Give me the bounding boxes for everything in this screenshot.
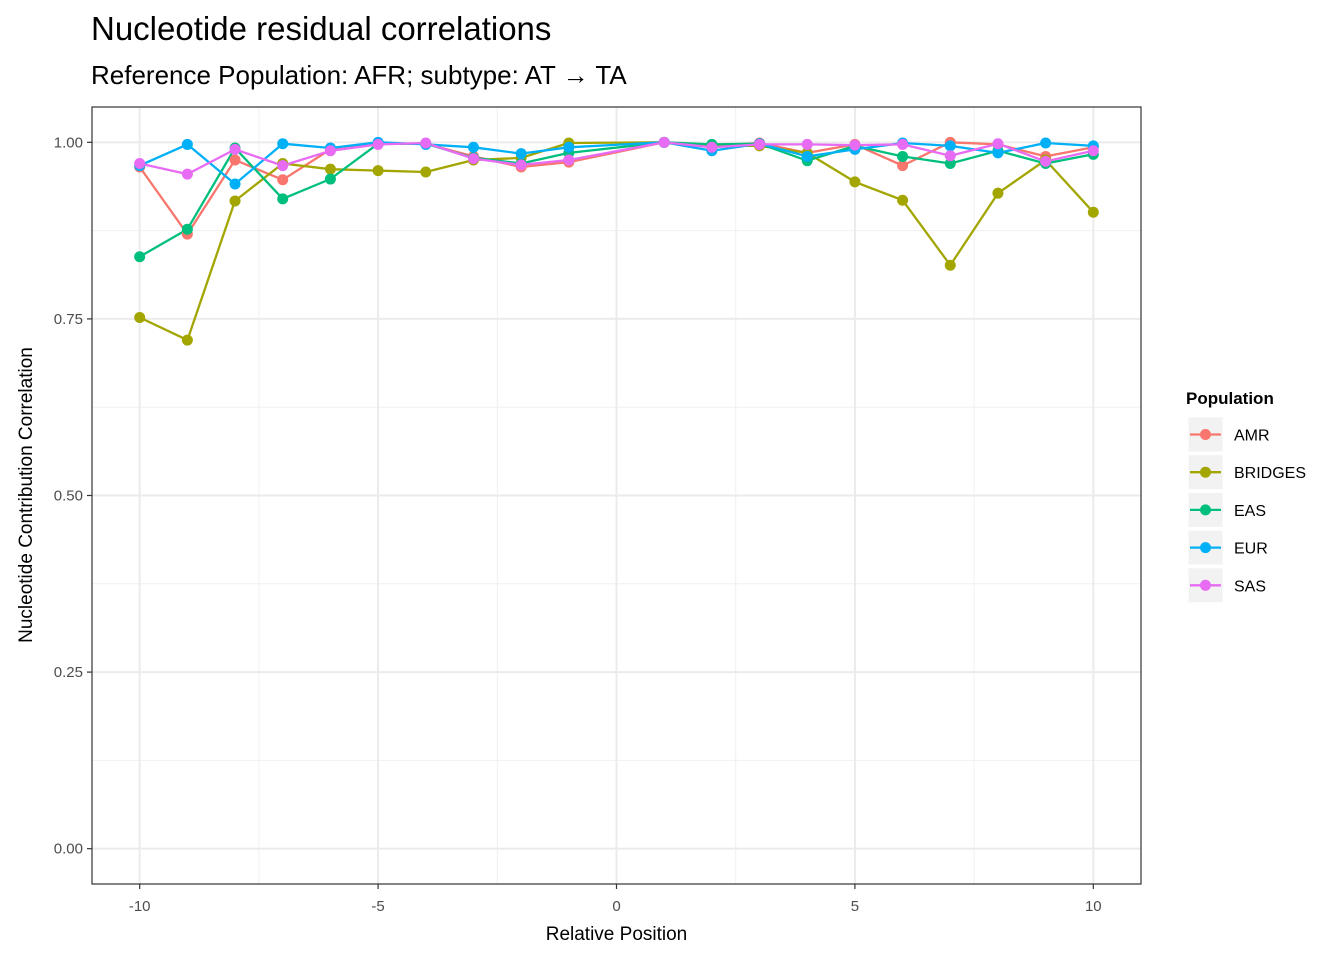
chart-title: Nucleotide residual correlations [91, 10, 551, 47]
y-tick-label: 0.50 [54, 488, 83, 505]
data-point-eur [467, 141, 479, 153]
series-line-eur [139, 141, 1094, 186]
data-point-amr [277, 174, 289, 186]
legend-label-sas: SAS [1234, 578, 1266, 595]
data-point-eur [563, 141, 575, 153]
chart-subtitle: Reference Population: AFR; subtype: AT →… [91, 60, 627, 90]
data-point-sas [467, 153, 479, 165]
data-point-bridges [324, 163, 336, 175]
data-point-sas [1040, 155, 1052, 167]
data-point-bridges [420, 166, 432, 178]
series-line-eas [139, 141, 1094, 258]
data-point-eas [324, 173, 336, 185]
data-point-sas [849, 139, 861, 151]
data-point-eur [801, 150, 813, 162]
y-tick-label: 0.00 [54, 841, 83, 858]
data-point-bridges [181, 334, 193, 346]
data-point-eas [944, 158, 956, 170]
data-point-eur [944, 140, 956, 152]
data-point-sas [897, 138, 909, 150]
data-point-sas [372, 138, 384, 150]
x-axis: -10 -5 0 5 10 [129, 884, 1102, 915]
data-point-sas [324, 145, 336, 157]
legend-items: AMR BRIDGES EAS EUR SAS [1187, 416, 1306, 604]
legend-label-eas: EAS [1234, 503, 1266, 520]
data-point-sas [992, 138, 1004, 150]
legend-key-point-bridges [1200, 466, 1211, 478]
data-point-sas [229, 143, 241, 155]
legend-key-point-amr [1200, 429, 1211, 440]
legend-label-eur: EUR [1234, 541, 1268, 558]
data-point-bridges [849, 176, 861, 188]
data-point-eur [229, 178, 241, 190]
legend-key-point-sas [1200, 579, 1211, 591]
data-point-eas [897, 150, 909, 162]
data-point-sas [801, 138, 813, 150]
legend-label-bridges: BRIDGES [1234, 465, 1306, 482]
data-point-eur [277, 138, 289, 150]
data-point-sas [134, 158, 146, 170]
x-tick-label: 10 [1085, 898, 1102, 915]
y-axis: 0.00 0.25 0.50 0.75 1.00 [54, 134, 92, 858]
data-point-amr [897, 160, 909, 172]
data-point-eur [1040, 137, 1052, 149]
data-point-eur [515, 148, 527, 160]
legend-label-amr: AMR [1234, 428, 1270, 445]
data-point-eas [181, 223, 193, 235]
series-line-bridges [139, 141, 1095, 342]
data-point-eas [134, 251, 146, 263]
data-point-sas [181, 168, 193, 180]
data-point-sas [944, 150, 956, 162]
data-point-bridges [229, 195, 241, 207]
y-tick-label: 1.00 [54, 134, 83, 151]
series-points [134, 136, 1099, 346]
y-axis-label: Nucleotide Contribution Correlation [16, 347, 37, 643]
y-tick-label: 0.25 [54, 664, 83, 681]
data-point-sas [563, 154, 575, 166]
x-tick-label: 0 [612, 898, 620, 915]
legend-key-point-eur [1200, 542, 1211, 554]
data-point-bridges [944, 259, 956, 271]
data-point-sas [277, 160, 289, 172]
legend: Population AMR BRIDGES EAS EUR SAS [1186, 389, 1306, 604]
data-point-bridges [992, 187, 1004, 199]
x-tick-label: 5 [851, 898, 859, 915]
x-tick-label: -10 [129, 898, 151, 915]
data-point-eur [992, 147, 1004, 159]
data-point-bridges [1087, 206, 1099, 218]
data-point-eur [181, 138, 193, 150]
data-point-sas [658, 136, 670, 148]
legend-key-point-eas [1200, 504, 1211, 516]
data-point-sas [420, 137, 432, 149]
series-line-sas [139, 141, 1094, 176]
data-point-bridges [372, 165, 384, 177]
data-point-amr [229, 154, 241, 166]
data-point-sas [515, 159, 527, 171]
data-point-bridges [134, 311, 146, 323]
data-point-bridges [897, 194, 909, 206]
x-axis-label: Relative Position [546, 924, 688, 945]
data-point-sas [706, 141, 718, 153]
legend-title: Population [1186, 389, 1274, 408]
data-point-eas [277, 193, 289, 205]
data-point-sas [754, 138, 766, 150]
data-point-sas [1087, 145, 1099, 157]
x-tick-label: -5 [371, 898, 384, 915]
grid-layer [92, 107, 1141, 884]
y-tick-label: 0.75 [54, 311, 83, 328]
series-lines [138, 141, 1095, 342]
